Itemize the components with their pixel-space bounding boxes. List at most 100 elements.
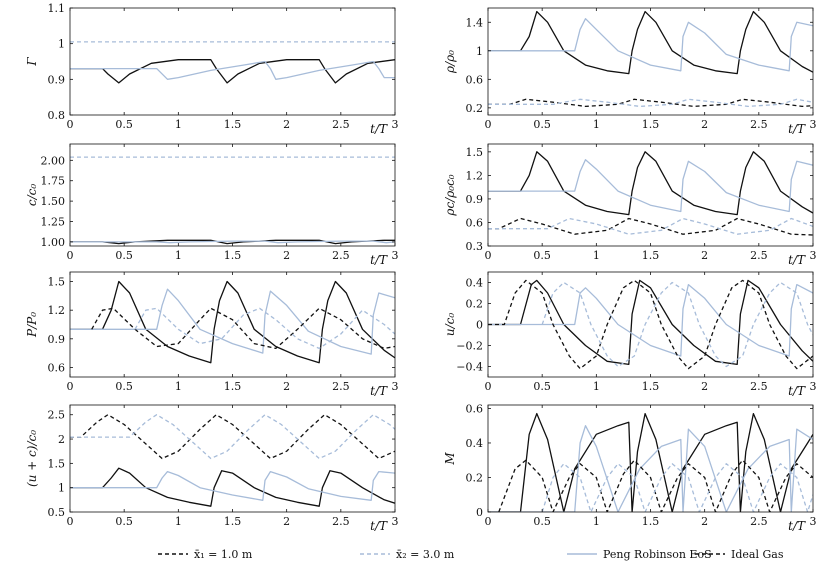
y-axis-label: M [443,452,457,466]
y-tick-label: 1.4 [466,16,484,29]
x-tick-label: 3 [392,118,399,131]
x-tick-label: 0.5 [533,249,551,262]
y-tick-label: 1.25 [41,216,66,229]
y-tick-label: 1 [58,482,65,495]
x-tick-label: 1 [593,380,600,393]
y-tick-label: 1.1 [48,2,66,15]
chart-panel-7: 0 0.5 1 1.5 2 2.5 30.511.522.5t/T(u + c)/c₀ [25,404,399,533]
legend-label-3: Peng Robinson EoS [603,548,712,561]
x-tick-label: 3 [392,249,399,262]
series-line-4 [541,463,813,512]
plot-frame [69,7,396,116]
series-line-2 [70,240,395,244]
chart-panel-6: 0 0.5 1 1.5 2 2.5 3 −0.4 −0.2 0 0.2 0.4 t/T u/c₀ [443,271,817,398]
x-tick-label: 2 [701,249,708,262]
y-axis-label: Γ [25,57,39,67]
y-tick-label: 0.4 [466,277,484,290]
x-tick-label: 0.5 [533,380,551,393]
chart-panel-8: 0 0.5 1 1.5 2 2.5 3 0 0.2 0.4 0.6 t/T M [443,402,817,533]
x-tick-label: 1 [593,249,600,262]
x-tick-label: 1 [593,515,600,528]
y-tick-label: 1.5 [48,457,66,470]
y-tick-label: 0.6 [48,361,66,374]
series-line-4 [488,98,813,108]
series-line-4 [488,217,813,235]
series-line-1 [488,10,813,75]
y-tick-label: 0.3 [466,240,484,253]
x-axis-label: t/T [788,122,806,136]
x-tick-label: 2.5 [332,249,350,262]
y-axis-label: ρ/ρ₀ [443,50,457,74]
x-tick-label: 1.5 [642,515,660,528]
series-line-1 [488,412,813,512]
x-axis-label: t/T [370,253,388,267]
x-tick-label: 1.5 [642,118,660,131]
y-tick-label: 0.6 [466,73,484,86]
chart-panel-3: 0 0.5 1 1.5 2 2.5 3 1.00 1.25 1.50 1.75 2.00 t/T c/c₀ [25,143,399,267]
series-line-2 [488,425,813,512]
series-line-2 [488,283,813,357]
x-axis-label: t/T [788,519,806,533]
x-tick-label: 0 [485,515,492,528]
series-line-1 [70,239,395,245]
chart-panel-1: 0 0.5 1 1.5 2 2.5 3 0.8 0.9 1 1.1 t/T Γ [25,2,399,136]
x-tick-label: 3 [810,380,817,393]
series-line-2 [70,60,395,80]
chart-panel-5: 0 0.5 1 1.5 2 2.5 3 0.6 0.9 1.2 1.5 t/T P/P₀ [25,271,399,398]
x-tick-label: 2.5 [332,515,350,528]
x-tick-label: 2 [701,515,708,528]
y-tick-label: −0.4 [456,361,483,374]
x-tick-label: 0.5 [533,118,551,131]
x-axis-label: t/T [788,384,806,398]
y-tick-label: 1.5 [466,146,484,159]
series-line-1 [70,467,395,507]
x-tick-label: 0 [67,380,74,393]
y-tick-label: 1.2 [466,169,484,182]
x-tick-label: 1 [175,118,182,131]
legend-label-4: Ideal Gas [731,548,784,561]
y-tick-label: 1 [476,45,483,58]
x-tick-label: 1.5 [224,118,242,131]
x-axis-label: t/T [370,384,388,398]
y-tick-label: 2.5 [48,409,66,422]
x-tick-label: 2.5 [332,118,350,131]
x-tick-label: 0.5 [115,249,133,262]
x-tick-label: 2 [701,380,708,393]
y-tick-label: 1.75 [41,175,66,188]
x-tick-label: 1 [175,380,182,393]
y-tick-label: 2 [58,433,65,446]
x-tick-label: 0.5 [115,118,133,131]
x-tick-label: 1 [175,249,182,262]
y-axis-label: ρc/ρ₀c₀ [443,174,457,216]
x-axis-label: t/T [788,253,806,267]
x-tick-label: 1 [593,118,600,131]
series-line-2 [488,159,813,213]
plot-frame [487,7,814,116]
y-tick-label: 1.2 [48,304,66,317]
chart-panel-2: 0 0.5 1 1.5 2 2.5 3 0.2 0.6 1 1.4 t/T ρ/ρ₀ [443,7,817,136]
x-tick-label: 1.5 [642,249,660,262]
x-tick-label: 2.5 [750,515,768,528]
x-tick-label: 2 [283,249,290,262]
series-line-3 [91,307,395,350]
legend-label-2: x̄₂ = 3.0 m [396,548,455,561]
series-line-1 [70,280,395,364]
legend-label-1: x̄₁ = 1.0 m [194,548,253,561]
x-tick-label: 0 [67,515,74,528]
y-tick-label: 1 [58,38,65,51]
y-axis-label: u/c₀ [443,313,457,336]
y-tick-label: 1.50 [41,195,66,208]
y-axis-label: (u + c)/c₀ [25,430,39,487]
chart-panel-4: 0 0.5 1 1.5 2 2.5 3 0.3 0.6 0.9 1.2 1.5 t/T ρc/ρ₀c₀ [443,143,817,267]
x-tick-label: 1.5 [224,249,242,262]
x-tick-label: 2 [283,380,290,393]
x-tick-label: 3 [810,249,817,262]
series-line-2 [70,288,395,355]
series-line-2 [488,18,813,72]
x-tick-label: 3 [392,380,399,393]
y-tick-label: 0.6 [466,402,484,415]
series-line-3 [70,414,395,460]
y-tick-label: 0.2 [466,471,484,484]
y-tick-label: 0.2 [466,298,484,311]
